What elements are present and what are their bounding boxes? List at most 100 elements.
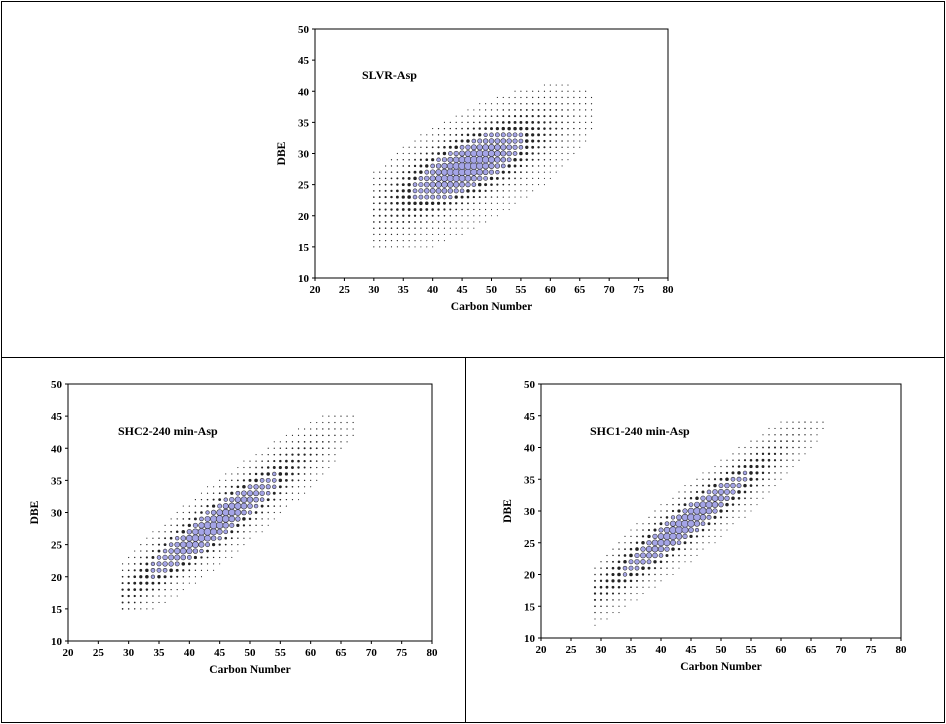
data-point [390, 233, 393, 236]
data-point [606, 599, 608, 601]
data-point [476, 162, 484, 170]
data-point [464, 175, 472, 182]
data-point [573, 146, 575, 148]
data-point [194, 511, 197, 514]
data-point [537, 108, 540, 111]
data-point [133, 569, 136, 572]
data-point [690, 484, 692, 487]
data-point [705, 501, 713, 509]
data-point [443, 240, 445, 242]
data-point [606, 618, 608, 620]
data-point [140, 544, 142, 546]
data-point [431, 208, 434, 211]
data-point [567, 109, 569, 111]
data-point [225, 556, 227, 559]
data-point [478, 133, 482, 137]
data-point [567, 127, 569, 130]
data-point [707, 522, 711, 526]
data-point [218, 550, 221, 552]
data-point [461, 127, 463, 130]
data-point [316, 428, 318, 430]
data-point [234, 509, 242, 516]
data-point [641, 573, 645, 576]
data-point [508, 177, 511, 180]
y-tick-label: 35 [524, 474, 536, 486]
data-point [216, 509, 223, 516]
data-point [484, 127, 487, 130]
data-point [402, 246, 404, 248]
data-point [810, 440, 812, 442]
data-point [648, 573, 650, 576]
x-tick-label: 65 [336, 647, 348, 659]
data-point [526, 90, 528, 92]
data-point [490, 208, 493, 211]
data-point [501, 121, 505, 124]
data-point [822, 427, 824, 430]
data-point [590, 96, 593, 99]
x-tick-label: 30 [596, 644, 608, 656]
data-point [216, 521, 224, 530]
data-point [121, 563, 124, 565]
data-point [133, 563, 136, 565]
data-point [708, 478, 710, 481]
data-point [713, 483, 717, 488]
data-point [461, 227, 463, 229]
data-point [585, 96, 587, 99]
data-point [549, 146, 552, 149]
data-point [645, 552, 653, 559]
data-point [623, 579, 627, 583]
x-tick-label: 30 [123, 647, 135, 659]
data-point [223, 497, 228, 502]
data-point [665, 516, 669, 519]
data-point [711, 495, 719, 502]
data-point [249, 537, 251, 539]
data-point [373, 171, 375, 173]
data-point [755, 471, 759, 475]
data-point [612, 560, 614, 563]
data-point [297, 459, 300, 463]
data-point [297, 428, 300, 430]
data-point [273, 460, 276, 463]
data-point [407, 182, 411, 187]
data-point [297, 499, 300, 501]
data-point [792, 453, 794, 455]
data-point [432, 134, 434, 136]
chart-panel-slvr: 20 25 30 35 40 45 50 55 60 65 70 75 80 10 15 20 25 30 35 40… [1, 1, 945, 359]
data-point [549, 159, 552, 161]
x-tick-label: 80 [896, 644, 908, 656]
data-point [585, 121, 587, 124]
data-point [261, 524, 263, 526]
data-point [446, 174, 454, 182]
data-point [162, 561, 168, 567]
data-point [477, 182, 482, 187]
data-point [648, 516, 650, 518]
data-point [672, 567, 674, 569]
x-tick-label: 25 [339, 284, 351, 296]
data-point [792, 427, 794, 430]
data-point [488, 169, 495, 175]
data-point [502, 109, 505, 111]
data-point [291, 485, 294, 488]
data-point [145, 595, 148, 597]
data-point [455, 115, 457, 117]
data-point [273, 518, 275, 520]
y-tick-label: 30 [524, 506, 536, 518]
data-point [810, 434, 812, 436]
data-point [188, 511, 191, 514]
data-point [579, 103, 581, 105]
data-point [684, 561, 686, 563]
data-point [646, 559, 652, 565]
data-point [696, 478, 698, 480]
data-point [194, 576, 196, 578]
data-point [254, 511, 258, 514]
data-point [414, 233, 416, 236]
data-point [705, 507, 713, 515]
x-tick-label: 55 [746, 644, 758, 656]
data-point [249, 524, 251, 527]
data-point [496, 96, 498, 99]
data-point [237, 537, 239, 539]
data-point [648, 586, 650, 588]
data-point [373, 183, 375, 186]
data-point [543, 152, 546, 155]
data-point [429, 188, 436, 194]
